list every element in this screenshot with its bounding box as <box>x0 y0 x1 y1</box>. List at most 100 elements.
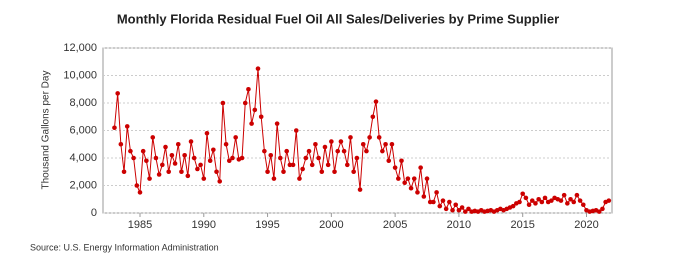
data-point <box>163 144 168 150</box>
data-point <box>188 139 194 144</box>
data-point <box>182 152 187 158</box>
data-point <box>137 190 143 195</box>
data-point <box>539 199 545 205</box>
data-point <box>303 155 309 161</box>
data-point <box>396 176 401 181</box>
data-point <box>577 198 583 203</box>
data-point <box>278 155 283 161</box>
data-point <box>217 179 223 184</box>
data-point <box>421 194 427 199</box>
data-point <box>252 107 258 113</box>
y-tick-label: 2,000 <box>69 179 97 191</box>
data-point <box>402 180 408 186</box>
data-point <box>348 135 353 140</box>
data-point <box>529 198 535 203</box>
chart-title: Monthly Florida Residual Fuel Oil All Sa… <box>117 11 559 26</box>
x-tick-label: 1985 <box>128 219 152 231</box>
y-tick-label: 10,000 <box>63 69 97 81</box>
source-note: Source: U.S. Energy Information Administ… <box>30 242 219 252</box>
data-point <box>574 192 580 198</box>
data-point <box>268 152 274 158</box>
data-point <box>399 158 404 164</box>
data-point <box>526 202 532 208</box>
data-point <box>568 196 573 202</box>
data-point <box>466 206 471 212</box>
data-point <box>571 199 577 205</box>
data-point <box>179 169 184 175</box>
data-point <box>233 135 238 140</box>
data-point <box>124 124 130 129</box>
data-point <box>565 201 570 206</box>
data-point <box>249 121 254 126</box>
data-point <box>128 148 133 154</box>
x-tick-label: 2010 <box>447 219 471 231</box>
data-point <box>255 66 261 71</box>
x-tick-label: 2005 <box>383 219 407 231</box>
data-point <box>284 148 289 154</box>
data-point <box>437 203 443 209</box>
y-tick-label: 4,000 <box>69 152 97 164</box>
data-point <box>290 162 296 168</box>
data-point <box>198 162 203 168</box>
y-axis-label: Thousand Gallons per Day <box>41 71 52 190</box>
data-point <box>147 176 152 181</box>
data-point <box>405 176 411 181</box>
data-point <box>185 173 191 179</box>
data-point <box>523 195 529 201</box>
data-point <box>297 176 302 181</box>
data-point <box>357 187 363 192</box>
data-point <box>204 130 210 136</box>
data-point <box>536 196 541 202</box>
data-point <box>144 158 149 164</box>
data-point <box>418 165 423 170</box>
data-point <box>322 144 328 150</box>
data-point <box>207 158 213 164</box>
data-point <box>434 190 439 195</box>
data-point <box>335 148 341 154</box>
data-point <box>175 141 181 147</box>
data-point <box>150 135 156 140</box>
data-point <box>169 152 175 158</box>
data-point <box>459 205 465 210</box>
data-point <box>246 86 251 92</box>
data-point <box>293 128 299 133</box>
data-point <box>440 198 446 203</box>
data-point <box>153 155 159 161</box>
data-point <box>431 199 436 205</box>
data-point <box>239 155 245 161</box>
data-point <box>287 162 293 168</box>
x-tick-label: 1990 <box>192 219 216 231</box>
data-point <box>456 207 462 213</box>
data-point <box>462 209 468 214</box>
data-point <box>376 135 382 140</box>
data-point <box>274 121 280 126</box>
data-point <box>118 141 124 147</box>
data-point <box>319 169 325 175</box>
data-point <box>510 203 516 209</box>
data-point <box>383 141 388 147</box>
data-point <box>156 172 162 177</box>
data-point <box>332 169 337 175</box>
data-point <box>258 114 264 120</box>
data-point <box>338 139 344 144</box>
data-point <box>281 169 286 175</box>
data-point <box>558 198 564 203</box>
data-point <box>341 148 347 154</box>
data-point <box>415 190 420 195</box>
data-point <box>450 207 455 213</box>
data-point <box>201 176 207 181</box>
y-tick-label: 12,000 <box>63 42 97 54</box>
data-point <box>561 192 567 198</box>
data-point <box>265 169 270 175</box>
data-point <box>606 198 612 203</box>
data-point <box>600 206 605 212</box>
data-point <box>424 176 430 181</box>
data-point <box>411 176 417 181</box>
data-point <box>211 147 216 153</box>
data-point <box>392 165 398 170</box>
data-point <box>580 202 586 208</box>
data-point <box>370 114 376 120</box>
data-point <box>223 141 229 147</box>
data-point <box>517 199 522 205</box>
